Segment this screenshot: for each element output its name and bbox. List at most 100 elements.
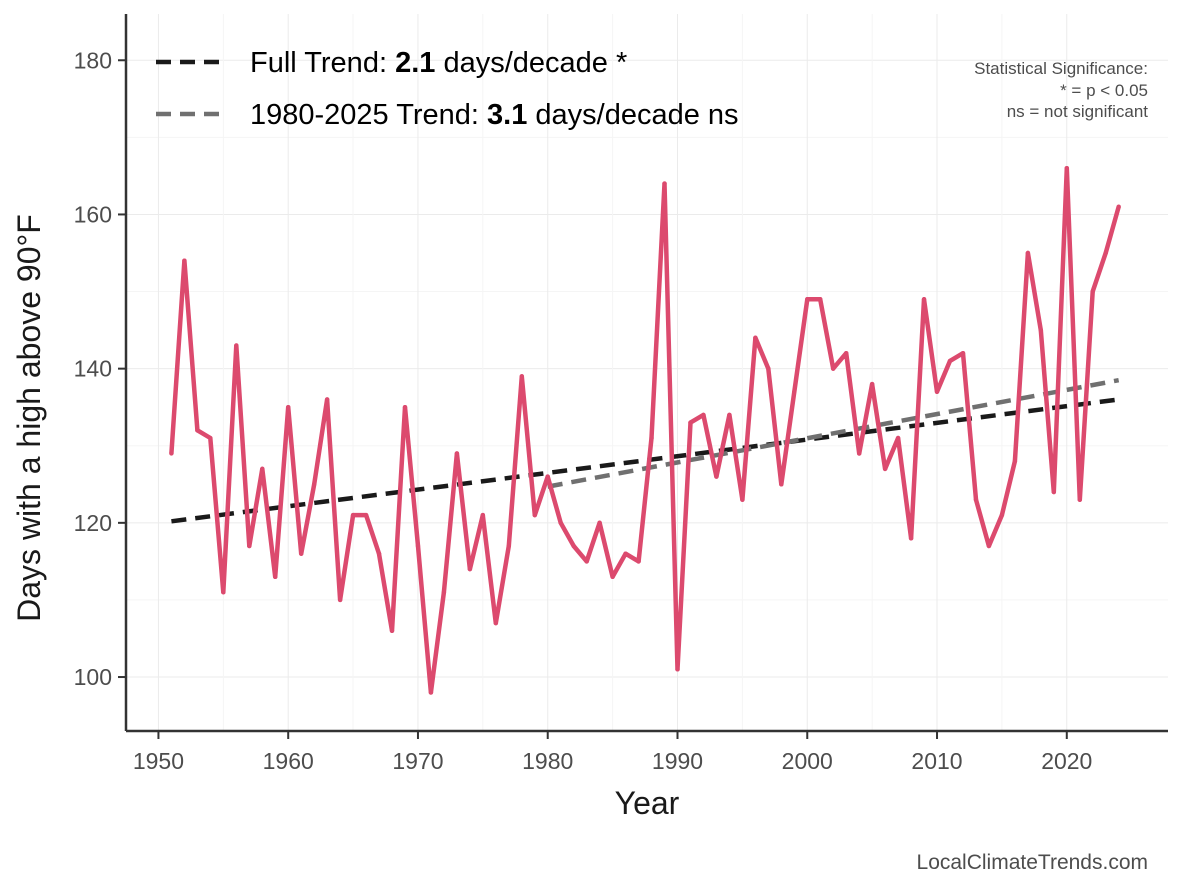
x-tick-label: 1960 — [263, 748, 314, 774]
data-point — [234, 343, 239, 348]
x-tick-label: 1980 — [522, 748, 573, 774]
data-point — [1038, 327, 1044, 333]
data-point — [350, 512, 356, 518]
data-point — [999, 512, 1005, 518]
data-point — [1077, 497, 1082, 502]
series-line — [169, 165, 1121, 695]
y-tick-label: 140 — [74, 356, 112, 382]
source-credit: LocalClimateTrends.com — [917, 851, 1148, 874]
data-point — [480, 512, 486, 518]
data-point — [831, 366, 836, 371]
x-tick-label: 1970 — [392, 748, 443, 774]
data-point — [1025, 250, 1031, 256]
data-point — [221, 590, 226, 595]
data-point — [467, 566, 473, 572]
data-point — [415, 543, 421, 549]
data-point — [649, 435, 654, 441]
data-point — [169, 451, 174, 456]
data-point — [247, 543, 252, 549]
x-axis-title: Year — [615, 785, 680, 821]
data-point — [805, 297, 810, 302]
data-point — [701, 412, 706, 418]
data-point — [766, 366, 771, 371]
data-point — [545, 474, 550, 479]
data-point — [558, 520, 563, 526]
data-point — [1116, 204, 1121, 209]
data-point — [571, 543, 576, 549]
significance-note-ns: ns = not significant — [1007, 102, 1149, 121]
data-point — [441, 590, 447, 595]
y-tick-label: 120 — [74, 510, 112, 536]
data-point — [675, 667, 680, 672]
data-point — [208, 435, 213, 441]
data-point — [908, 536, 914, 541]
significance-note: Statistical Significance: * = p < 0.05 n… — [974, 59, 1148, 121]
data-point — [779, 482, 784, 487]
data-point — [519, 374, 524, 379]
data-point — [1064, 165, 1069, 171]
data-point — [493, 620, 499, 626]
data-point — [662, 181, 667, 186]
data-point — [610, 574, 615, 580]
data-point — [986, 543, 992, 549]
axes: 100 120 140 160 180 1950 1960 1970 1980 1990 2000 2… — [74, 14, 1168, 774]
y-tick-label: 100 — [74, 664, 112, 690]
data-point — [532, 512, 537, 518]
data-point — [753, 335, 758, 341]
data-point — [882, 466, 888, 472]
x-tick-label: 2010 — [911, 748, 962, 774]
data-point — [506, 543, 512, 549]
data-point — [584, 559, 589, 564]
y-tick-label: 160 — [74, 201, 112, 227]
data-point — [1090, 289, 1095, 294]
data-point — [286, 404, 291, 410]
full-trend-line — [171, 397, 1119, 524]
trend-lines — [171, 377, 1120, 524]
data-point — [363, 512, 369, 518]
data-series — [169, 165, 1121, 695]
data-point — [623, 551, 628, 556]
data-point — [337, 597, 343, 603]
data-point — [273, 574, 278, 580]
significance-note-title: Statistical Significance: — [974, 59, 1148, 78]
data-point — [182, 258, 187, 263]
data-point — [311, 482, 317, 487]
recent-trend-line — [547, 377, 1120, 489]
data-point — [688, 420, 693, 425]
x-tick-label: 1990 — [652, 748, 703, 774]
data-point — [843, 351, 849, 356]
data-point — [869, 381, 875, 387]
data-point — [324, 397, 330, 402]
data-point — [389, 628, 395, 633]
data-point — [973, 497, 979, 502]
data-point — [298, 551, 304, 556]
data-point — [727, 412, 732, 418]
grid — [126, 14, 1168, 731]
data-point — [195, 428, 200, 433]
data-point — [818, 297, 823, 302]
data-point — [960, 351, 966, 356]
legend-label-recent-trend: 1980-2025 Trend: 3.1 days/decade ns — [250, 99, 739, 131]
x-tick-label: 2000 — [782, 748, 833, 774]
data-point — [1103, 250, 1108, 256]
data-point — [934, 389, 940, 394]
data-point — [402, 404, 408, 410]
data-point — [376, 551, 382, 556]
data-point — [714, 474, 719, 479]
data-point — [636, 559, 641, 564]
data-point — [1051, 489, 1057, 495]
y-axis-title: Days with a high above 90°F — [11, 214, 47, 622]
significance-note-star: * = p < 0.05 — [1060, 81, 1148, 100]
x-tick-label: 1950 — [133, 748, 184, 774]
data-point — [260, 466, 265, 472]
data-point — [597, 520, 602, 526]
data-point — [428, 690, 434, 695]
data-point — [947, 358, 953, 364]
data-point — [895, 435, 901, 441]
data-point — [856, 451, 862, 456]
legend: Full Trend: 2.1 days/decade * 1980-2025 … — [156, 47, 739, 131]
y-tick-label: 180 — [74, 47, 112, 73]
data-point — [740, 497, 745, 502]
legend-label-full-trend: Full Trend: 2.1 days/decade * — [250, 47, 627, 79]
